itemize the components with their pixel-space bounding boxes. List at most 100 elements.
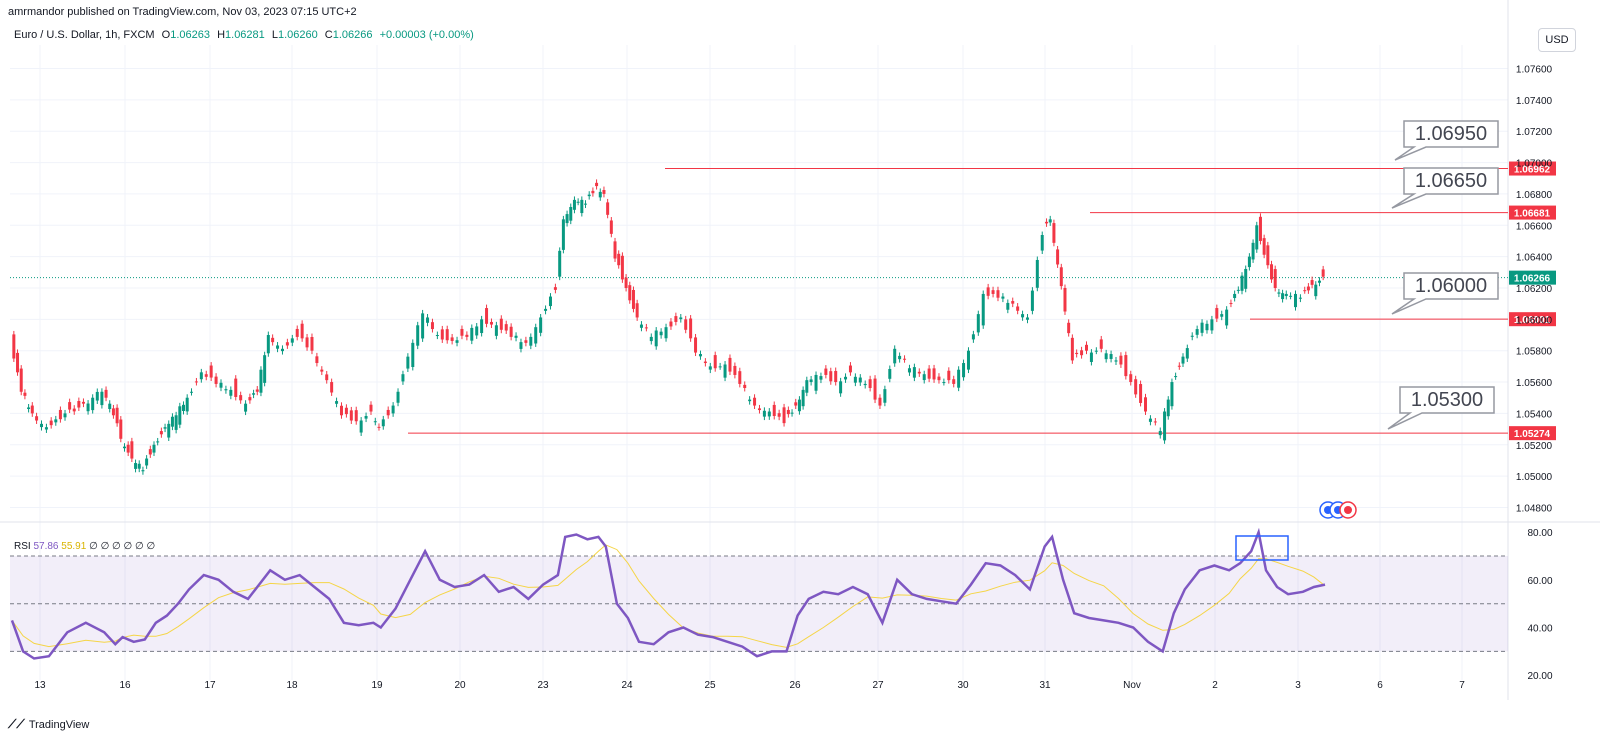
- candle-body: [194, 381, 198, 383]
- candle-body: [460, 328, 464, 336]
- candle-body: [1104, 353, 1108, 360]
- candle-body: [1099, 339, 1103, 349]
- candle-body: [576, 201, 580, 203]
- candle-body: [1035, 259, 1039, 288]
- candle-body: [1134, 379, 1138, 395]
- candle-body: [684, 319, 688, 330]
- candle-body: [111, 408, 115, 416]
- rsi-value: 57.86: [33, 541, 59, 552]
- candle-body: [1289, 295, 1293, 297]
- time-tick-label: 24: [621, 680, 633, 691]
- candle-body: [344, 407, 348, 415]
- candle-body: [465, 334, 469, 337]
- candle-body: [470, 327, 474, 341]
- candle-body: [664, 327, 668, 339]
- candle-body: [178, 406, 182, 425]
- candle-body: [504, 324, 508, 331]
- candle-body: [244, 403, 248, 412]
- candle-body: [1025, 317, 1029, 320]
- candle-body: [942, 382, 946, 384]
- time-tick-label: 30: [957, 680, 969, 691]
- candle-body: [1163, 411, 1167, 441]
- candle-body: [694, 337, 698, 353]
- horizontal-levels[interactable]: 1.06962 1.06681 1.06266 1.06001 1.05274: [10, 161, 1556, 441]
- candle-body: [1303, 290, 1307, 292]
- price-tick-label: 1.07000: [1516, 159, 1553, 170]
- price-tick-label: 1.06000: [1516, 315, 1553, 326]
- candle-body: [156, 441, 160, 443]
- candle-body: [1045, 221, 1049, 224]
- candle-body: [797, 399, 801, 412]
- candle-body: [224, 389, 228, 391]
- candle-body: [509, 326, 513, 337]
- candle-body: [320, 369, 324, 372]
- rsi-tick-label: 80.00: [1527, 528, 1552, 539]
- rsi-tick-label: 60.00: [1527, 576, 1552, 587]
- candle-body: [1281, 293, 1285, 300]
- candle-body: [369, 404, 373, 412]
- candle-body: [182, 404, 186, 411]
- rsi-label[interactable]: RSI: [14, 541, 31, 552]
- candle-body: [77, 401, 81, 408]
- rsi-tick-label: 40.00: [1527, 624, 1552, 635]
- candle-body: [1094, 350, 1098, 352]
- candle-body: [762, 410, 766, 417]
- candle-body: [1114, 360, 1118, 362]
- candle-body: [529, 336, 533, 346]
- low-label: L: [271, 29, 278, 41]
- candle-body: [620, 255, 624, 280]
- candle-body: [1174, 376, 1178, 378]
- candle-body: [130, 441, 134, 459]
- candle-body: [718, 366, 722, 368]
- candle-body: [1293, 293, 1297, 308]
- flag-dot: [1344, 506, 1352, 514]
- candle-body: [391, 405, 395, 414]
- candle-body: [595, 182, 599, 187]
- time-tick-label: 31: [1039, 680, 1051, 691]
- candle-body: [514, 335, 518, 338]
- candle-body: [445, 329, 449, 341]
- candle-body: [100, 391, 104, 406]
- candle-body: [1258, 216, 1262, 241]
- change-value: +0.00003 (+0.00%): [379, 29, 474, 41]
- candle-body: [1284, 293, 1288, 297]
- price-axis[interactable]: 1.07600 1.07400 1.07200 1.07000 1.06800 1.066…: [1516, 65, 1553, 515]
- candle-body: [489, 321, 493, 325]
- price-tick-label: 1.05200: [1516, 441, 1553, 452]
- currency-button[interactable]: USD: [1538, 28, 1576, 52]
- candle-body: [1016, 306, 1020, 311]
- candle-body: [1075, 352, 1079, 355]
- symbol-title[interactable]: Euro / U.S. Dollar, 1h, FXCM: [14, 29, 155, 41]
- callout-label: 1.06650: [1415, 170, 1487, 192]
- candle-body: [1067, 322, 1071, 334]
- event-flags[interactable]: [1319, 501, 1357, 519]
- candle-body: [1247, 256, 1251, 268]
- candle-body: [349, 410, 353, 421]
- candle-body: [1266, 245, 1270, 266]
- candle-body: [1220, 314, 1224, 317]
- candle-body: [917, 371, 921, 374]
- candle-body: [1170, 382, 1174, 407]
- candle-body: [148, 449, 152, 455]
- candle-body: [708, 366, 712, 370]
- candle-body: [971, 334, 975, 340]
- candle-body: [790, 412, 794, 414]
- candle-body: [475, 326, 479, 336]
- price-callouts[interactable]: 1.06950 1.06650 1.06000 1.05300: [1387, 120, 1499, 430]
- candle-body: [927, 368, 931, 379]
- candle-body: [898, 355, 902, 360]
- candle-body: [986, 287, 990, 296]
- candle-body: [786, 409, 790, 415]
- candle-body: [1210, 319, 1214, 331]
- price-label-bg: [1509, 312, 1556, 327]
- candle-body: [1273, 269, 1277, 288]
- time-tick-label: Nov: [1123, 680, 1141, 691]
- candle-body: [1310, 280, 1314, 285]
- candle-body: [16, 352, 20, 373]
- time-axis[interactable]: 13 16 17 18 19 20 23 24 25 26 27 30 31 Nov 2 3 6 7: [34, 680, 1465, 691]
- low-value: 1.06260: [277, 29, 318, 41]
- time-tick-label: 27: [872, 680, 884, 691]
- candle-body: [1166, 399, 1170, 417]
- candle-body: [266, 335, 270, 354]
